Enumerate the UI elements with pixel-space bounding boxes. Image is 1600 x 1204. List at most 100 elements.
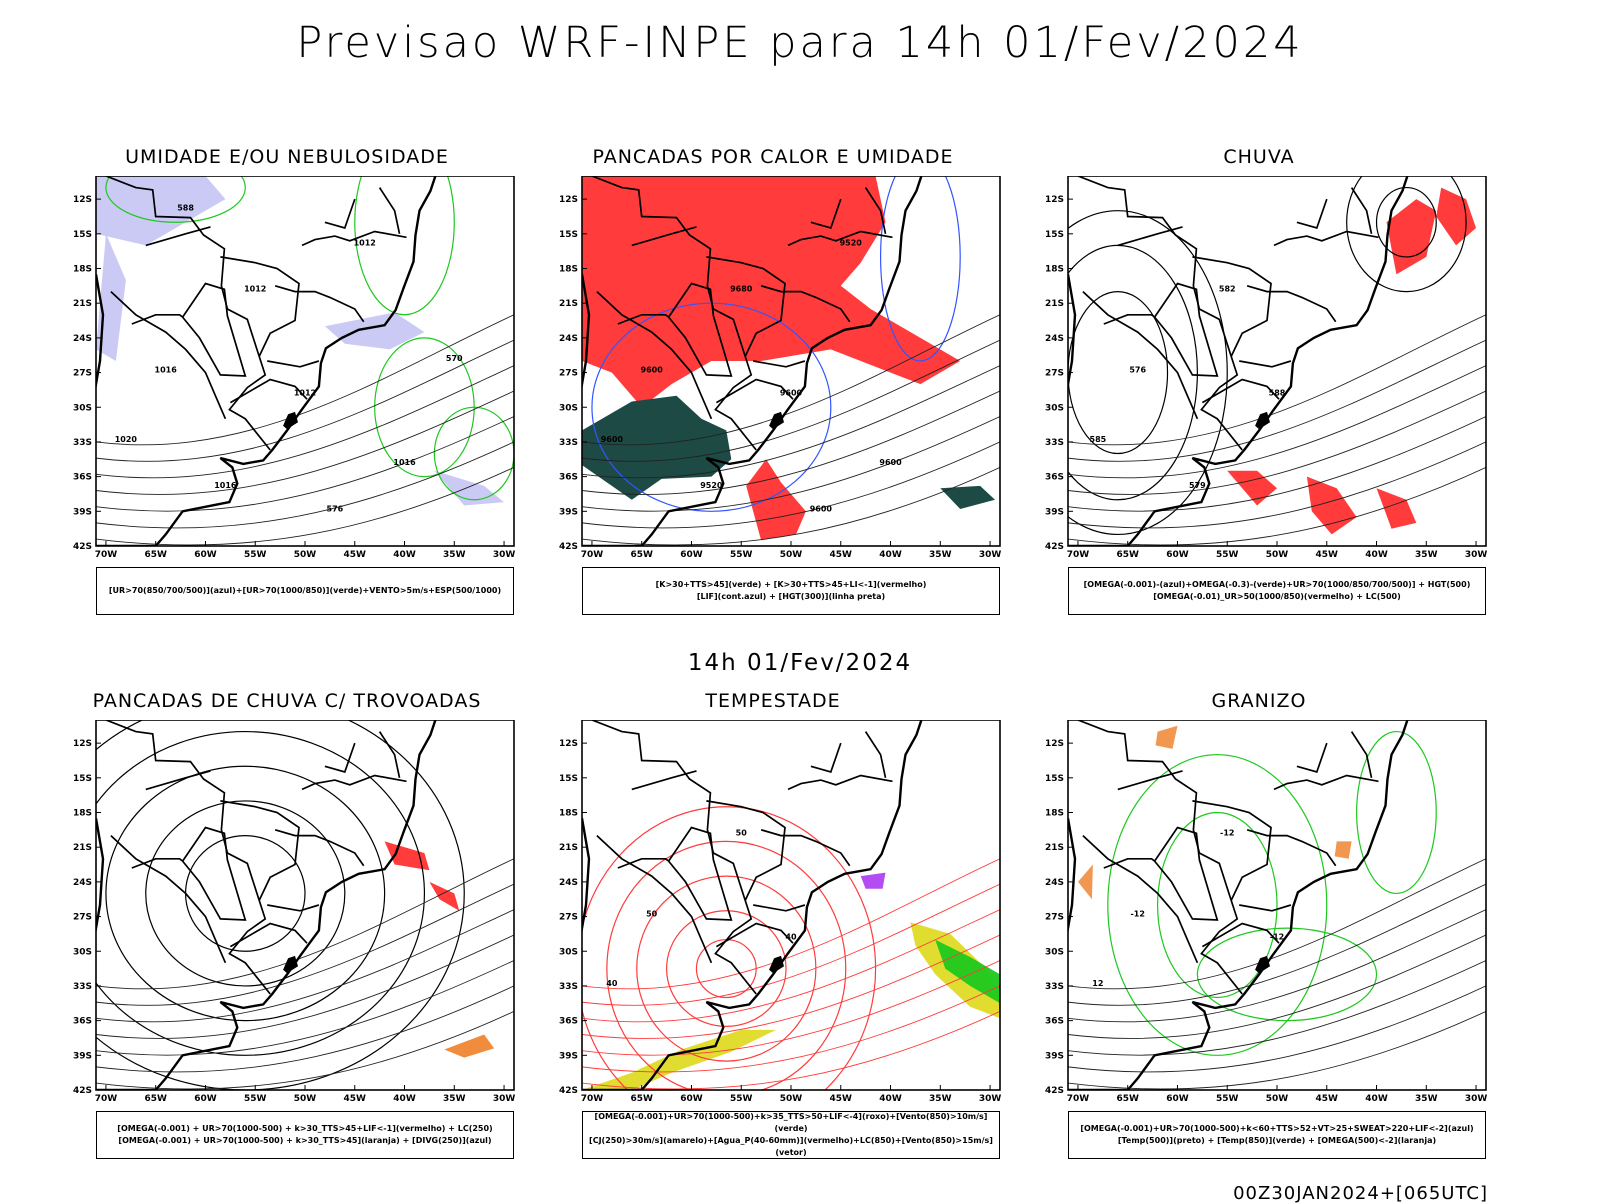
panel-title: GRANIZO bbox=[1211, 690, 1307, 712]
state-border bbox=[324, 742, 356, 774]
lon-label: 50W bbox=[780, 1094, 803, 1104]
map-frame: 50 40 50 40 12S 15S 18S 21S 24S 27S 30S 33S 36S 39S 42… bbox=[538, 720, 1008, 1105]
isoline bbox=[582, 858, 1000, 990]
lat-label: 39S bbox=[73, 507, 92, 517]
lon-label: 30W bbox=[1465, 1094, 1488, 1104]
state-border bbox=[1077, 720, 1233, 901]
state-border bbox=[753, 360, 806, 368]
field-shading bbox=[96, 176, 226, 246]
panel-title: PANCADAS DE CHUVA C/ TROVOADAS bbox=[92, 690, 482, 712]
lat-label: 27S bbox=[73, 913, 92, 923]
state-border bbox=[378, 187, 401, 234]
lon-label: 65W bbox=[630, 1094, 653, 1104]
weather-map-svg: 50 40 50 40 12S 15S 18S 21S 24S 27S 30S 33S 36S 39S 42… bbox=[559, 720, 1001, 1104]
state-border bbox=[1082, 834, 1199, 964]
weather-map-svg: 582 588 576 585 579 12S 15S 18S 21S 24S 27S 30S 33S 3… bbox=[1045, 176, 1487, 560]
state-border bbox=[229, 922, 308, 948]
state-border bbox=[181, 826, 247, 921]
lat-label: 18S bbox=[1045, 265, 1064, 275]
state-border bbox=[267, 904, 320, 912]
lat-label: 12S bbox=[1045, 195, 1064, 205]
state-border bbox=[378, 731, 401, 778]
lat-label: 30S bbox=[559, 403, 578, 413]
lat-label: 18S bbox=[559, 265, 578, 275]
state-border bbox=[787, 230, 893, 247]
legend-line: [OMEGA(-0.001) + UR>70(1000-500) + k>30_… bbox=[117, 1124, 493, 1133]
lat-label: 42S bbox=[1045, 542, 1064, 552]
page-title: Previsao WRF-INPE para 14h 01/Fev/2024 bbox=[296, 18, 1304, 68]
state-border bbox=[1117, 226, 1183, 247]
lon-label: 35W bbox=[443, 1094, 466, 1104]
map-frame: 582 588 576 585 579 12S 15S 18S 21S 24S 27S 30S 33S 3… bbox=[1024, 176, 1494, 561]
contour-line bbox=[582, 806, 877, 1090]
lagoa-dos-patos bbox=[1255, 955, 1270, 974]
lat-label: 15S bbox=[73, 774, 92, 784]
contour-value-label: 9600 bbox=[780, 389, 803, 398]
state-border bbox=[220, 256, 300, 357]
state-border bbox=[1192, 800, 1272, 901]
contour-value-label: 40 bbox=[606, 979, 618, 988]
state-border bbox=[1201, 378, 1280, 404]
lat-label: 33S bbox=[73, 438, 92, 448]
lagoa-dos-patos bbox=[769, 411, 784, 430]
state-border bbox=[810, 742, 842, 774]
isoline bbox=[96, 365, 514, 479]
model-run-stamp: 00Z30JAN2024+[065UTC] bbox=[1233, 1183, 1488, 1204]
weather-map-svg: 9680 9600 9600 9600 9520 9520 9600 9600 12S 15S 18… bbox=[559, 176, 1001, 560]
state-border bbox=[274, 284, 365, 323]
state-border bbox=[110, 290, 227, 420]
isoline bbox=[1068, 390, 1486, 495]
state-border bbox=[1153, 282, 1219, 377]
lon-label: 60W bbox=[1166, 1094, 1189, 1104]
lat-label: 24S bbox=[559, 878, 578, 888]
contour-line bbox=[96, 731, 425, 1056]
panel-title: PANCADAS POR CALOR E UMIDADE bbox=[592, 146, 954, 168]
state-border bbox=[1296, 742, 1328, 774]
contour-value-label: 585 bbox=[1090, 435, 1107, 444]
isoline bbox=[582, 466, 1000, 546]
panel-chuva: CHUVA 582 588 576 585 579 12S 15S 18S 21S 24S 27S 3… bbox=[1024, 146, 1494, 626]
isoline bbox=[1068, 909, 1486, 1023]
coastline bbox=[582, 720, 923, 1090]
lat-label: 42S bbox=[73, 542, 92, 552]
weather-map-svg: -12 -12 -12 12 12S 15S 18S 21S 24S 27S 30S 33S 36S 39… bbox=[1045, 720, 1488, 1104]
isoline bbox=[96, 416, 514, 512]
state-border bbox=[667, 826, 733, 921]
lat-label: 36S bbox=[73, 473, 92, 483]
field-shading bbox=[384, 841, 430, 871]
contour-value-label: 1016 bbox=[393, 458, 416, 467]
lon-label: 65W bbox=[1116, 1094, 1139, 1104]
state-border bbox=[1153, 826, 1219, 921]
isoline bbox=[96, 314, 514, 446]
lat-label: 39S bbox=[73, 1051, 92, 1061]
lon-label: 40W bbox=[879, 550, 902, 560]
lat-label: 27S bbox=[73, 369, 92, 379]
lon-label: 70W bbox=[1067, 1094, 1090, 1104]
panel-title: UMIDADE E/OU NEBULOSIDADE bbox=[125, 146, 449, 168]
state-border bbox=[1239, 360, 1292, 368]
contour-value-label: 9600 bbox=[810, 504, 833, 513]
state-border bbox=[596, 834, 713, 964]
map-background bbox=[96, 720, 514, 1090]
state-border bbox=[591, 176, 747, 357]
legend-line: [OMEGA(-0.001)+UR>70(1000-500)+k>35_TTS>… bbox=[594, 1112, 988, 1133]
lat-label: 33S bbox=[559, 982, 578, 992]
contour-value-label: 9520 bbox=[840, 238, 863, 247]
lon-label: 65W bbox=[144, 550, 167, 560]
state-border bbox=[1246, 828, 1337, 867]
lat-label: 21S bbox=[1045, 843, 1064, 853]
state-border bbox=[267, 360, 320, 368]
lat-label: 42S bbox=[73, 1086, 92, 1096]
contour-line bbox=[354, 176, 455, 316]
lat-label: 18S bbox=[73, 265, 92, 275]
contour-value-label: 50 bbox=[736, 829, 748, 838]
lat-label: 12S bbox=[73, 739, 92, 749]
lat-label: 15S bbox=[1045, 230, 1064, 240]
isoline bbox=[96, 985, 514, 1073]
state-border bbox=[715, 922, 794, 948]
contour-value-label: 576 bbox=[327, 504, 344, 513]
contour-line bbox=[105, 176, 246, 223]
lon-label: 45W bbox=[1316, 550, 1339, 560]
state-border bbox=[274, 828, 365, 867]
lat-label: 42S bbox=[1045, 1086, 1064, 1096]
